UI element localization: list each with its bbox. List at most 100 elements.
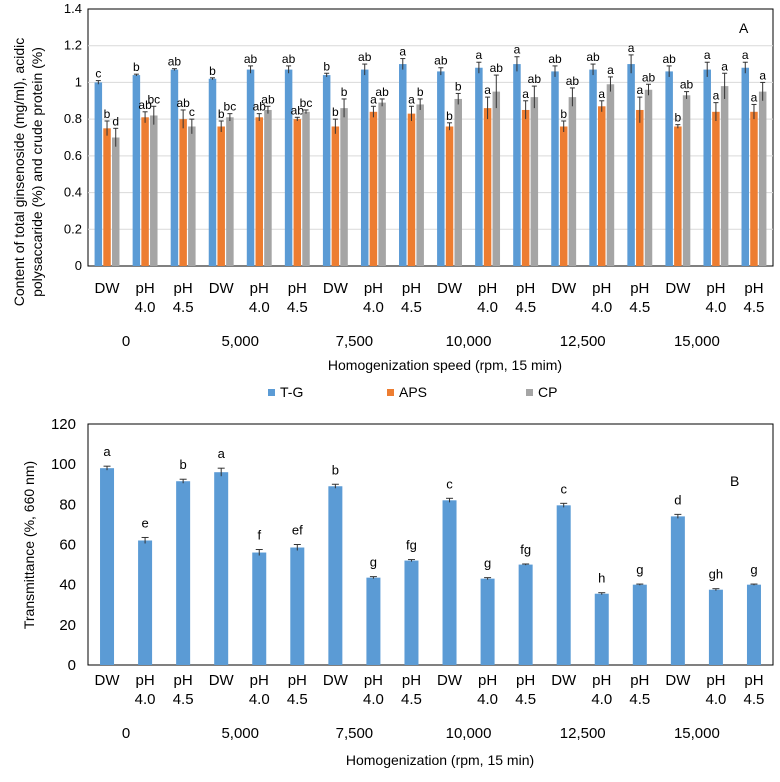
panel-a-bar-group-t-g-9: ab [434,54,448,267]
panel-a-bar-aps-13 [598,106,606,267]
panel-b-bar-group-9: c [442,476,457,665]
panel-b-bar-14 [632,584,647,665]
panel-b-bar-group-11: fg [518,542,533,665]
panel-a-bar-group-aps-15: b [674,111,682,266]
panel-a-significance-cp-7: ab [375,85,389,99]
panel-a-significance-t-g-17: a [742,48,749,62]
panel-a-category-7-line-0: pH [364,280,383,297]
panel-b-bar-8 [404,560,419,665]
panel-a-significance-t-g-4: ab [244,52,258,66]
legend-label-t-g: T-G [280,384,303,400]
panel-a-bar-group-aps-7: a [369,92,378,266]
panel-a-y-tick-1-4: 1.4 [64,1,82,16]
panel-b-significance-16: gh [709,567,723,582]
panel-b-category-9-line-0: DW [437,672,463,689]
panel-a-bar-group-cp-10: ab [490,61,503,266]
panel-a-bar-aps-9 [445,126,454,266]
panel-a-category-16-line-1: 4.0 [705,299,726,316]
panel-a-y-tick-0-4: 0.4 [64,185,82,200]
panel-a-significance-cp-12: ab [566,74,580,88]
panel-a-bar-group-cp-4: ab [261,92,275,266]
panel-b-category-7-line-1: 4.0 [363,691,384,708]
panel-b-category-7-line-0: pH [364,672,383,689]
panel-a-bar-aps-11 [521,109,530,266]
panel-b-bar-10 [480,578,495,665]
panel-a-y-tick-1: 1 [75,74,82,89]
panel-b-significance-4: f [257,528,261,543]
panel-a-y-label-line-1: Content of total ginsenoside (mg/ml), ac… [11,38,27,306]
legend-swatch-cp [526,389,533,396]
panel-a-bar-cp-11 [530,97,539,266]
panel-a-bar-cp-7 [378,102,386,266]
panel-a-bar-group-aps-9: b [445,109,454,266]
panel-b-category-12-line-0: DW [551,672,577,689]
panel-a-x-label: Homogenization speed (rpm, 15 mim) [328,357,562,373]
panel-b-significance-13: h [598,571,605,586]
panel-b-y-label: Transmittance (%, 660 nm) [21,461,37,629]
panel-b-group-12-500: 12,500 [560,725,606,742]
panel-b-group-5-000: 5,000 [221,725,259,742]
panel-a-category-0-line-0: DW [95,280,121,297]
panel-a-significance-cp-5: bc [300,96,313,110]
panel-a-bar-group-aps-0: b [103,107,111,266]
panel-b-bar-15 [670,516,685,665]
panel-a-bar-aps-14 [636,109,644,266]
panel-a-bar-group-cp-8: b [416,85,424,266]
panel-a-bar-aps-16 [712,111,720,266]
panel-b-y-tick-80: 80 [59,496,76,513]
panel-b-significance-7: g [370,555,377,570]
panel-a-significance-cp-16: a [721,59,728,73]
panel-b-bar-group-16: gh [709,567,723,665]
panel-a-significance-cp-17: a [759,68,766,82]
panel-b-category-17-line-1: 4.5 [744,691,765,708]
panel-a-significance-aps-9: b [446,109,453,123]
panel-b-category-labels: DW pH 4.0 pH 4.5 DW pH 4.0 pH 4.5 DW pH 4.0 pH 4.5 DW pH… [95,672,765,708]
panel-a-bar-group-t-g-13: ab [586,50,600,266]
panel-a-bar-group-cp-3: bc [224,100,237,266]
panel-a-category-17-line-1: 4.5 [744,299,765,316]
panel-b-bar-11 [518,564,533,665]
panel-a-significance-cp-0: d [112,114,119,128]
panel-a-group-7-500: 7,500 [336,333,374,350]
panel-a-bar-group-cp-2: c [188,105,196,266]
panel-a-bar-group-aps-11: a [521,87,530,266]
panel-b-category-5-line-0: pH [288,672,307,689]
panel-a-bar-group-t-g-4: ab [244,52,258,266]
legend-swatch-aps [387,389,394,396]
panel-a-category-7-line-1: 4.0 [363,299,384,316]
panel-a-bar-aps-3 [217,126,225,266]
panel-a-significance-cp-1: bc [147,92,160,106]
panel-a-bar-group-t-g-5: ab [282,52,296,266]
panel-a-group-labels: 0 5,000 7,500 10,000 12,500 15,000 [122,333,720,350]
panel-a-bars: cbdbabbcababcbbbcabababababbcbbbabaabaab… [94,41,767,267]
panel-a-bar-group-t-g-8: a [399,45,407,266]
panel-b-bar-7 [366,577,381,665]
panel-a-significance-aps-15: b [675,111,682,125]
panel-a-bar-cp-1 [150,115,158,266]
panel-b-significance-0: a [103,444,111,459]
panel-a-bar-cp-4 [264,109,272,266]
panel-a-significance-aps-7: a [370,92,377,106]
panel-b-y-tick-20: 20 [59,617,76,634]
panel-a-category-17-line-0: pH [744,280,763,297]
panel-a-bar-t-g-17 [741,67,750,266]
panel-a-y-tick-0: 0 [75,258,82,273]
panel-a-bar-group-aps-4: ab [253,100,266,266]
panel-b-category-16-line-1: 4.0 [705,691,726,708]
panel-a-bar-t-g-1 [132,75,141,266]
panel-a-significance-aps-13: a [598,87,605,101]
panel-b-group-labels: 0 5,000 7,500 10,000 12,500 15,000 [122,725,720,742]
panel-b-category-0-line-0: DW [95,672,121,689]
panel-a-bar-group-cp-14: ab [642,70,655,267]
panel-b-bar-3 [214,472,229,665]
panel-a-bar-group-t-g-3: b [208,64,217,266]
panel-a-significance-cp-3: bc [224,100,237,114]
panel-b-bar-4 [252,552,267,665]
panel-a-bar-t-g-4 [246,69,255,266]
panel-a-significance-cp-13: a [607,63,614,77]
panel-b-bars: a e b a f ef b g fg c g fg c h g d gh g [100,444,761,665]
panel-a-category-2-line-0: pH [174,280,193,297]
panel-a-bar-aps-1 [141,117,149,266]
